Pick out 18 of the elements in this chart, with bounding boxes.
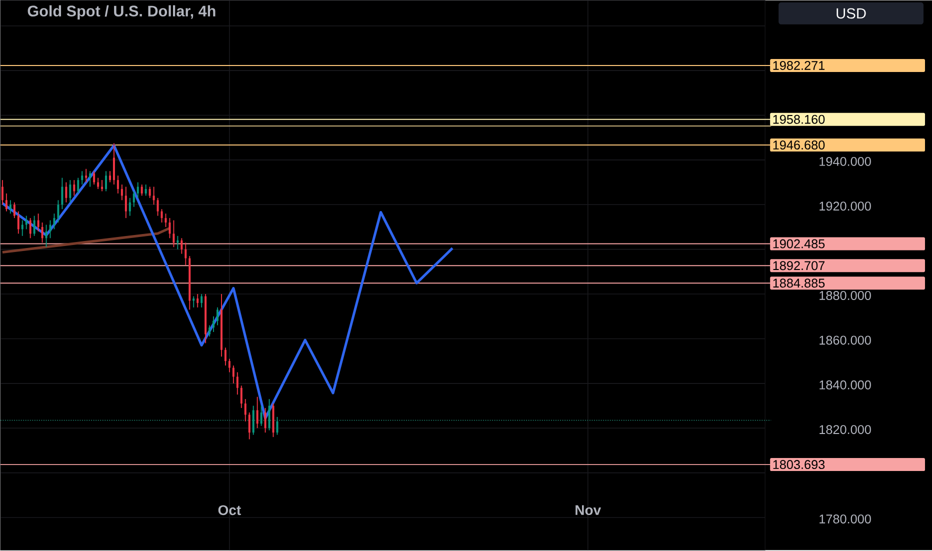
ref-line-label: 1892.707 [773,261,825,270]
text: USD [836,8,866,19]
y-tick-label: 1940.000 [820,157,871,166]
ref-line-label: 1982.271 [773,61,825,70]
y-tick-label: 1920.000 [820,202,871,211]
y-tick-label: 1860.000 [820,336,871,345]
y-tick-label: 1880.000 [820,291,871,300]
y-tick-label: 1780.000 [820,514,871,524]
ref-line-label: 1803.693 [773,460,825,470]
chart-title: Gold Spot / U.S. Dollar, 4h [28,5,216,20]
x-tick-label: Nov [576,506,602,516]
ref-line-label: 1902.485 [773,240,825,248]
ref-line-label: 1946.680 [773,140,825,150]
x-tick-label: Oct [218,505,241,516]
ref-line-label: 1884.885 [773,278,825,288]
y-tick-label: 1840.000 [820,380,871,390]
y-tick-label: 1820.000 [820,425,871,434]
ref-line-label: 1958.160 [773,115,825,124]
